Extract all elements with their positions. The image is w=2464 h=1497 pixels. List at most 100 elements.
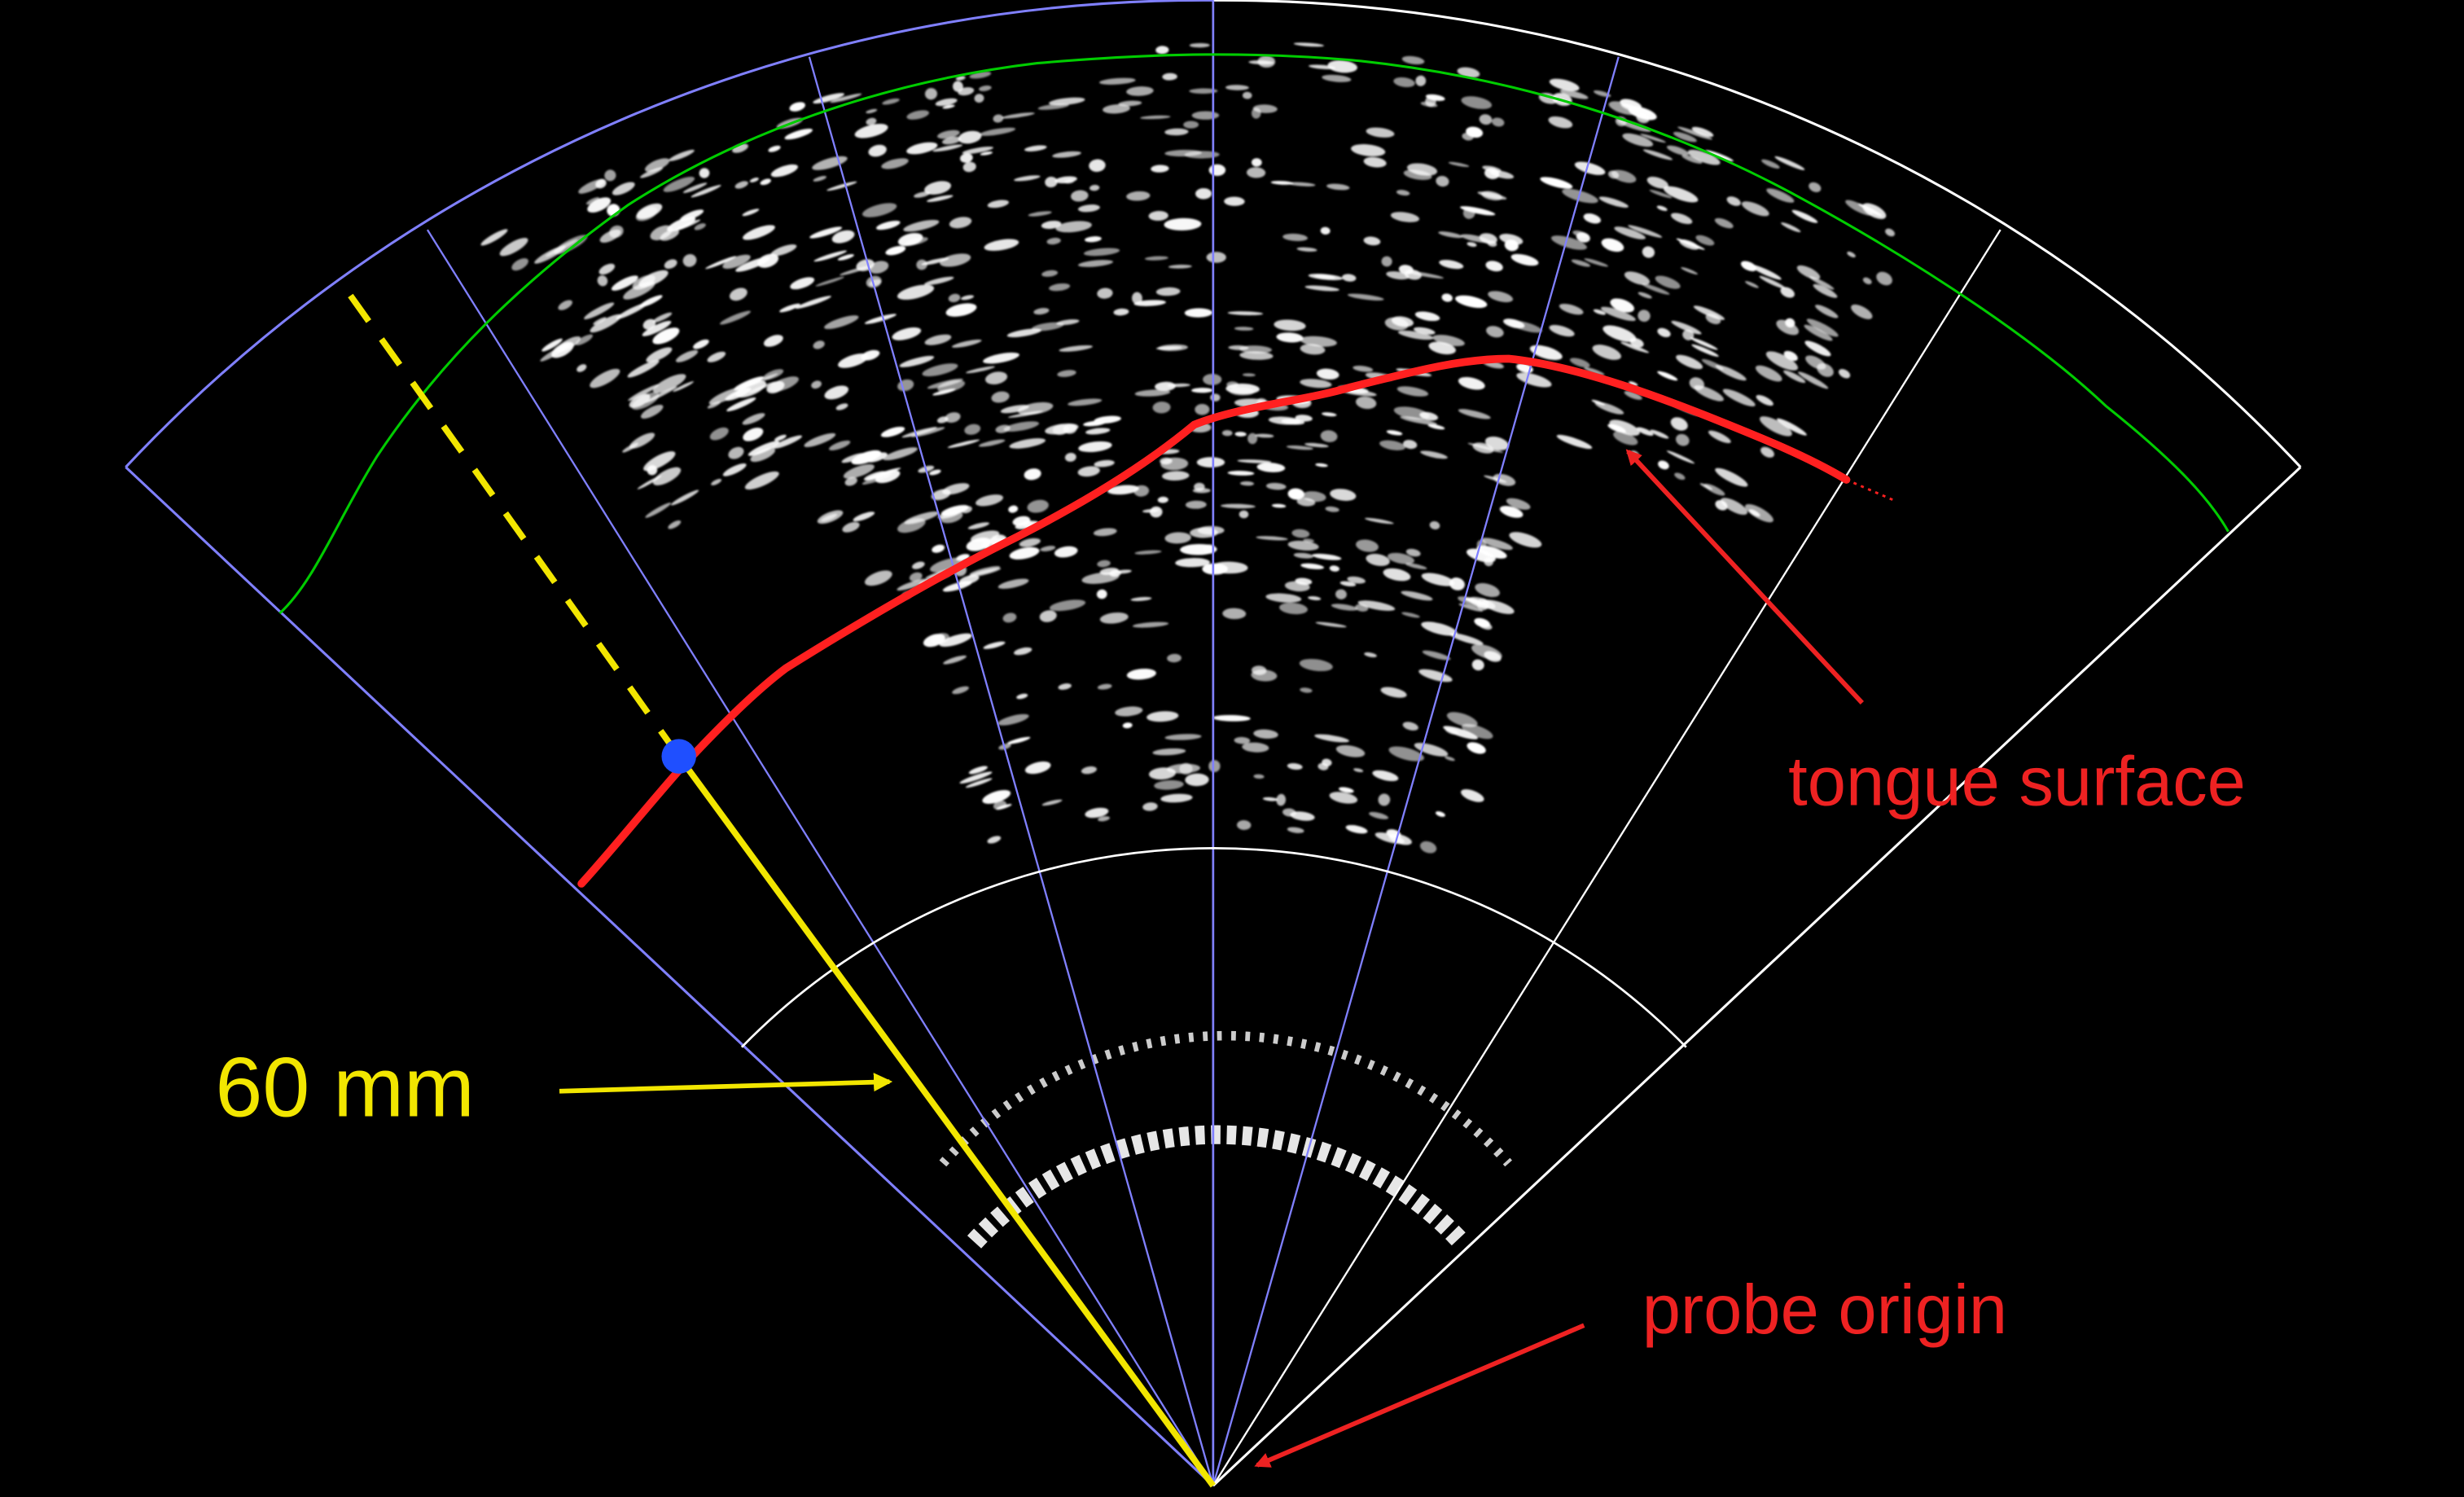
echo-speckle	[885, 245, 906, 256]
echo-speckle	[1308, 596, 1322, 600]
echo-speckle	[1381, 256, 1392, 267]
echo-speckle	[1638, 309, 1651, 323]
echo-speckle	[1540, 177, 1573, 189]
echo-speckle	[830, 93, 862, 103]
echo-speckle	[1559, 303, 1584, 315]
echo-speckle	[1479, 114, 1493, 125]
echo-speckle	[1666, 145, 1690, 156]
echo-speckle	[1441, 293, 1453, 302]
echo-speckle	[1419, 841, 1437, 854]
green-contour	[278, 53, 2229, 615]
echo-speckle	[1330, 489, 1357, 501]
echo-speckle	[1862, 277, 1872, 285]
echo-speckle	[1098, 77, 1136, 85]
echo-speckle	[932, 144, 963, 152]
echo-speckle	[1221, 430, 1233, 437]
echo-speckle	[851, 450, 882, 465]
echo-speckle	[1152, 402, 1171, 414]
echo-speckle	[667, 217, 696, 232]
echo-speckle	[1364, 652, 1377, 658]
echo-speckle	[1041, 270, 1059, 277]
echo-speckle	[952, 686, 969, 695]
echo-speckle	[967, 522, 990, 529]
echo-speckle	[1428, 341, 1456, 355]
echo-speckle	[1041, 799, 1063, 806]
echo-speckle	[987, 200, 1009, 209]
echo-speckle	[480, 229, 508, 246]
echo-speckle	[939, 633, 972, 648]
echo-speckle	[1380, 687, 1407, 698]
echo-speckle	[1714, 217, 1734, 229]
echo-speckle	[1161, 471, 1190, 481]
echo-speckle	[643, 451, 676, 472]
echo-speckle	[1239, 510, 1249, 519]
echo-speckle	[1220, 503, 1256, 509]
echo-speckle	[1208, 164, 1226, 176]
echo-speckle	[1439, 260, 1464, 270]
echo-speckle	[1745, 281, 1759, 288]
echo-speckle	[1113, 308, 1129, 316]
echo-speckle	[809, 226, 843, 239]
echo-speckle	[1613, 431, 1638, 446]
echo-speckle	[640, 167, 664, 178]
echo-speckle	[1429, 520, 1440, 530]
echo-speckle	[1287, 763, 1303, 770]
echo-speckle	[1420, 450, 1448, 459]
echo-speckle	[1571, 259, 1591, 267]
echo-speckle	[1817, 362, 1834, 377]
echo-speckle	[540, 343, 571, 362]
echo-speckle	[728, 446, 744, 459]
echo-speckle	[1300, 563, 1325, 569]
echo-speckle	[642, 320, 672, 336]
echo-speckle	[1195, 188, 1212, 200]
echo-speckle	[1048, 97, 1085, 106]
echo-speckle	[824, 315, 859, 330]
echo-speckle	[1276, 793, 1287, 806]
echo-speckle	[841, 453, 866, 463]
echo-speckle	[1299, 658, 1333, 672]
echo-speckle	[1777, 418, 1807, 436]
echo-speckle	[1096, 589, 1107, 599]
echo-speckle	[1598, 196, 1629, 208]
echo-speckle	[1103, 104, 1130, 114]
echo-speckle	[1085, 428, 1111, 435]
echo-speckle	[1166, 763, 1201, 774]
echo-speckle	[1388, 746, 1424, 762]
echo-speckle	[1194, 482, 1205, 491]
echo-speckle	[652, 327, 680, 345]
echo-speckle	[1671, 320, 1702, 335]
echo-speckle	[1222, 608, 1247, 620]
echo-speckle	[1384, 317, 1409, 331]
echo-speckle	[1785, 318, 1795, 328]
echo-speckle	[1636, 112, 1650, 124]
echo-speckle	[1355, 396, 1377, 410]
echo-speckle	[922, 363, 958, 377]
echo-speckle	[1415, 75, 1427, 86]
echo-speckle	[1609, 419, 1640, 436]
echo-speckle	[1134, 550, 1162, 555]
echo-speckle	[1472, 442, 1494, 454]
echo-speckle	[813, 340, 825, 349]
echo-speckle	[1529, 345, 1563, 361]
echo-speckle	[1164, 734, 1202, 740]
echo-speckle	[835, 403, 848, 410]
echo-speckle	[682, 253, 697, 267]
echo-speckle	[760, 178, 771, 186]
echo-speckle	[949, 217, 972, 229]
echo-speckle	[1157, 496, 1168, 503]
radial-line	[426, 229, 1214, 1486]
echo-speckle	[1089, 159, 1106, 172]
echo-speckle	[1679, 239, 1699, 250]
echo-speckle	[1681, 155, 1703, 164]
echo-speckle	[722, 254, 751, 270]
echo-speckle	[660, 229, 680, 241]
echo-speckle	[1676, 354, 1703, 370]
echo-speckle	[770, 164, 798, 178]
fan-outer-arc-right	[1212, 0, 2302, 468]
echo-speckle	[1300, 336, 1337, 347]
echo-speckle	[1287, 488, 1304, 500]
echo-speckle	[1099, 612, 1129, 624]
echo-speckle	[997, 578, 1029, 589]
echo-speckle	[1448, 161, 1470, 167]
echo-speckle	[1227, 311, 1264, 316]
